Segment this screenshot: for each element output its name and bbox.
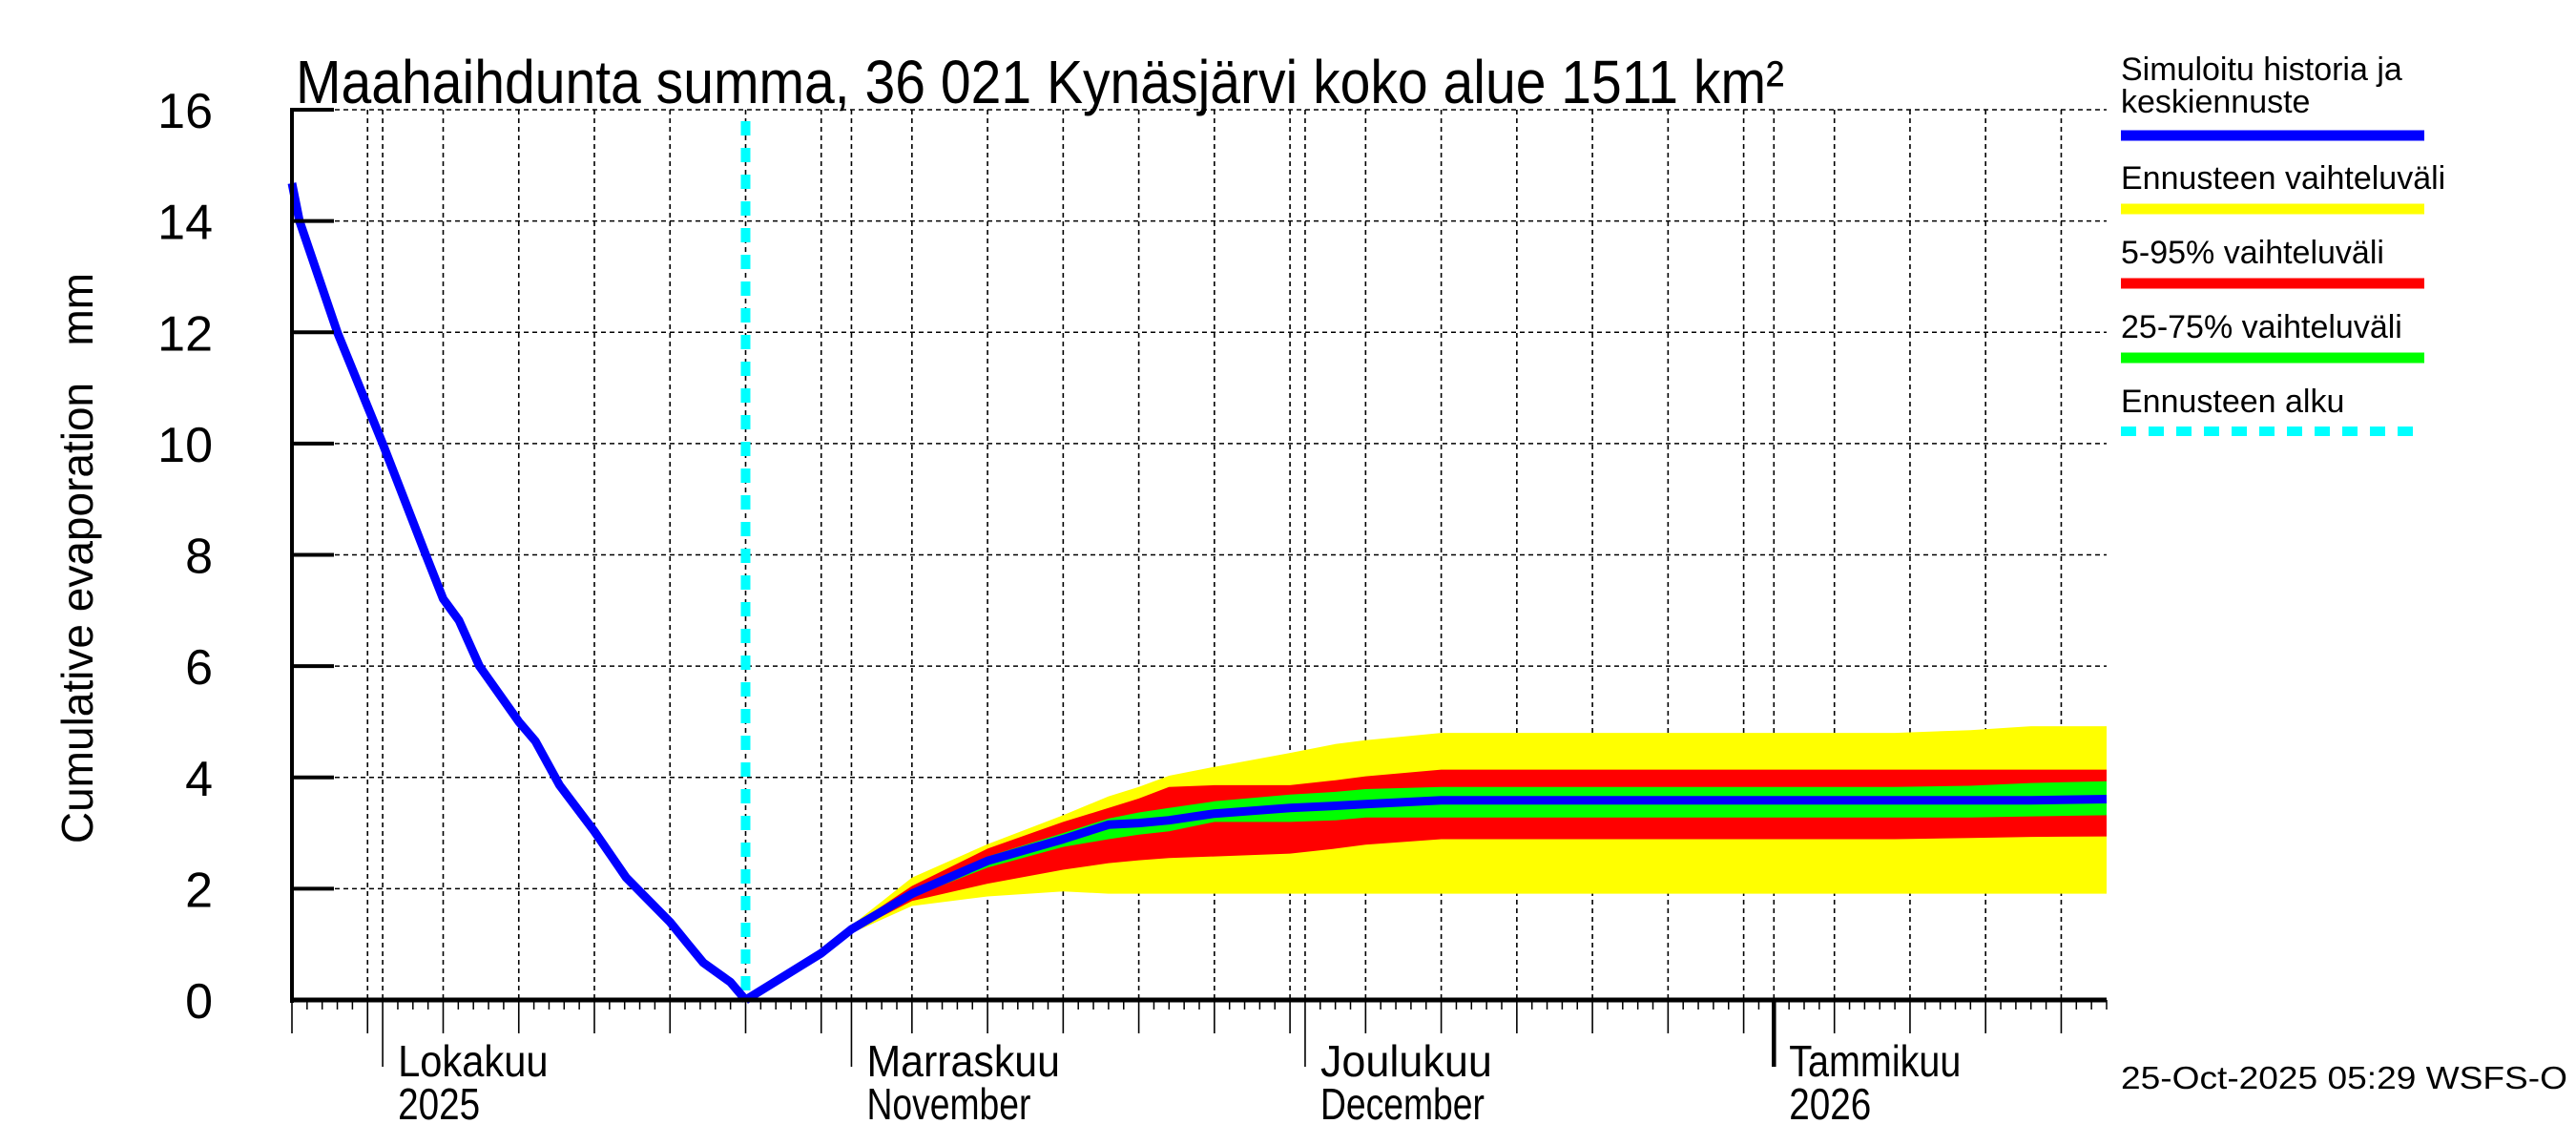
y-tick-label: 12 [157,306,213,362]
y-tick-label: 4 [185,752,213,807]
month-label-line1: Joulukuu [1320,1036,1492,1086]
y-tick-label: 14 [157,196,213,251]
band-forecast-range [745,726,2107,1000]
median-forecast-line [743,795,2108,1004]
month-label-line1: Marraskuu [866,1036,1059,1086]
series-lines [287,121,2108,1004]
legend-label-line2: keskiennuste [2121,84,2310,120]
y-tick-label: 8 [185,530,213,585]
month-label-line1: Lokakuu [398,1036,548,1086]
history-line [287,182,749,1003]
y-tick-label: 10 [157,418,213,473]
legend-label: Ennusteen alku [2121,384,2344,420]
y-tick-label: 16 [157,84,213,139]
legend-label: Simuloitu historia ja [2121,52,2402,88]
y-axis-label: Cumulative evaporation mm [52,273,102,843]
month-label-line2: 2026 [1789,1079,1871,1129]
legend-label: 25-75% vaihteluväli [2121,309,2402,345]
month-label-line2: December [1320,1079,1485,1129]
forecast-bands [745,726,2107,1000]
legend-label: 5-95% vaihteluväli [2121,235,2384,271]
axes [290,108,2108,1067]
timestamp: 25-Oct-2025 05:29 WSFS-O [2121,1060,2567,1095]
y-tick-label: 0 [185,974,213,1030]
month-label-line2: November [866,1079,1030,1129]
chart-title: Maahaihdunta summa, 36 021 Kynäsjärvi ko… [296,48,1784,116]
y-tick-labels: 0 2 4 6 8 10 12 14 16 [157,84,213,1030]
month-label-line2: 2025 [398,1079,480,1129]
y-tick-label: 6 [185,640,213,696]
y-tick-label: 2 [185,863,213,918]
legend-label: Ennusteen vaihteluväli [2121,160,2445,197]
month-label-line1: Tammikuu [1789,1036,1961,1086]
